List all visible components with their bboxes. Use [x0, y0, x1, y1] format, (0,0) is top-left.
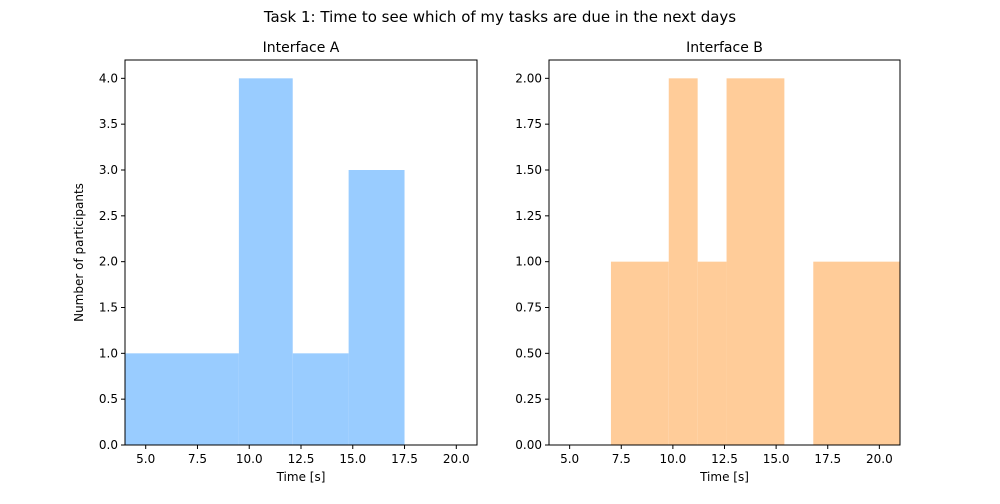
interface-b-y-tick-label-6: 1.50	[515, 163, 542, 177]
interface-b-x-tick-label-1: 7.5	[612, 452, 631, 466]
interface-a-bar-0	[125, 353, 239, 445]
interface-a-x-tick-label-5: 17.5	[391, 452, 418, 466]
figure-title: Task 1: Time to see which of my tasks ar…	[263, 8, 736, 26]
interface-b-bar-5	[813, 261, 900, 445]
interface-b-y-tick-label-5: 1.25	[515, 209, 542, 223]
interface-a-y-label: Number of participants	[72, 183, 86, 322]
interface-b-bar-0	[610, 261, 669, 445]
interface-b-x-tick-label-0: 5.0	[560, 452, 579, 466]
interface-a-y-tick-label-0: 0.0	[99, 438, 118, 452]
interface-a-y-tick-label-1: 0.5	[99, 392, 118, 406]
interface-a-y-tick-label-3: 1.5	[99, 301, 118, 315]
interface-b-title: Interface B	[686, 40, 763, 56]
interface-a-y-tick-label-6: 3.0	[99, 163, 118, 177]
interface-a-x-tick-label-0: 5.0	[136, 452, 155, 466]
panel-interface-a: 5.0 7.5 10.0 12.5 15.0 17.5 20.0 0.0 0.5 1.0 1.5 2.…	[72, 40, 478, 484]
interface-b-x-tick-label-5: 17.5	[814, 452, 841, 466]
interface-a-bar-1	[238, 78, 293, 445]
interface-a-y-tick-label-5: 2.5	[99, 209, 118, 223]
interface-b-bar-2	[697, 261, 727, 445]
interface-a-y-tick-label-8: 4.0	[99, 71, 118, 85]
interface-a-y-tick-label-2: 1.0	[99, 346, 118, 360]
interface-b-x-tick-label-2: 10.0	[660, 452, 687, 466]
interface-a-bar-2	[292, 353, 349, 445]
interface-a-x-tick-label-2: 10.0	[236, 452, 263, 466]
interface-a-x-tick-label-3: 12.5	[288, 452, 315, 466]
interface-b-y-tick-label-3: 0.75	[515, 301, 542, 315]
interface-b-y-tick-label-7: 1.75	[515, 117, 542, 131]
interface-b-y-tick-label-2: 0.50	[515, 346, 542, 360]
interface-b-x-tick-label-3: 12.5	[711, 452, 738, 466]
interface-b-y-tick-label-4: 1.00	[515, 255, 542, 269]
interface-b-x-tick-label-4: 15.0	[763, 452, 790, 466]
interface-a-y-tick-label-4: 2.0	[99, 255, 118, 269]
interface-b-bar-3	[726, 78, 785, 445]
interface-a-x-tick-label-4: 15.0	[339, 452, 366, 466]
interface-a-x-tick-label-6: 20.0	[443, 452, 470, 466]
interface-a-bar-3	[348, 170, 405, 445]
panel-interface-b: 5.0 7.5 10.0 12.5 15.0 17.5 20.0 0.00 0.25 0.50 0.…	[515, 40, 901, 484]
interface-a-y-tick-label-7: 3.5	[99, 117, 118, 131]
interface-a-title: Interface A	[263, 40, 340, 56]
interface-b-y-tick-label-1: 0.25	[515, 392, 542, 406]
interface-b-bar-1	[668, 78, 698, 445]
interface-a-x-label: Time [s]	[276, 470, 326, 484]
interface-b-y-tick-label-0: 0.00	[515, 438, 542, 452]
interface-a-x-tick-label-1: 7.5	[188, 452, 207, 466]
interface-b-x-label: Time [s]	[699, 470, 749, 484]
interface-b-x-tick-label-6: 20.0	[866, 452, 893, 466]
interface-b-y-tick-label-8: 2.00	[515, 71, 542, 85]
